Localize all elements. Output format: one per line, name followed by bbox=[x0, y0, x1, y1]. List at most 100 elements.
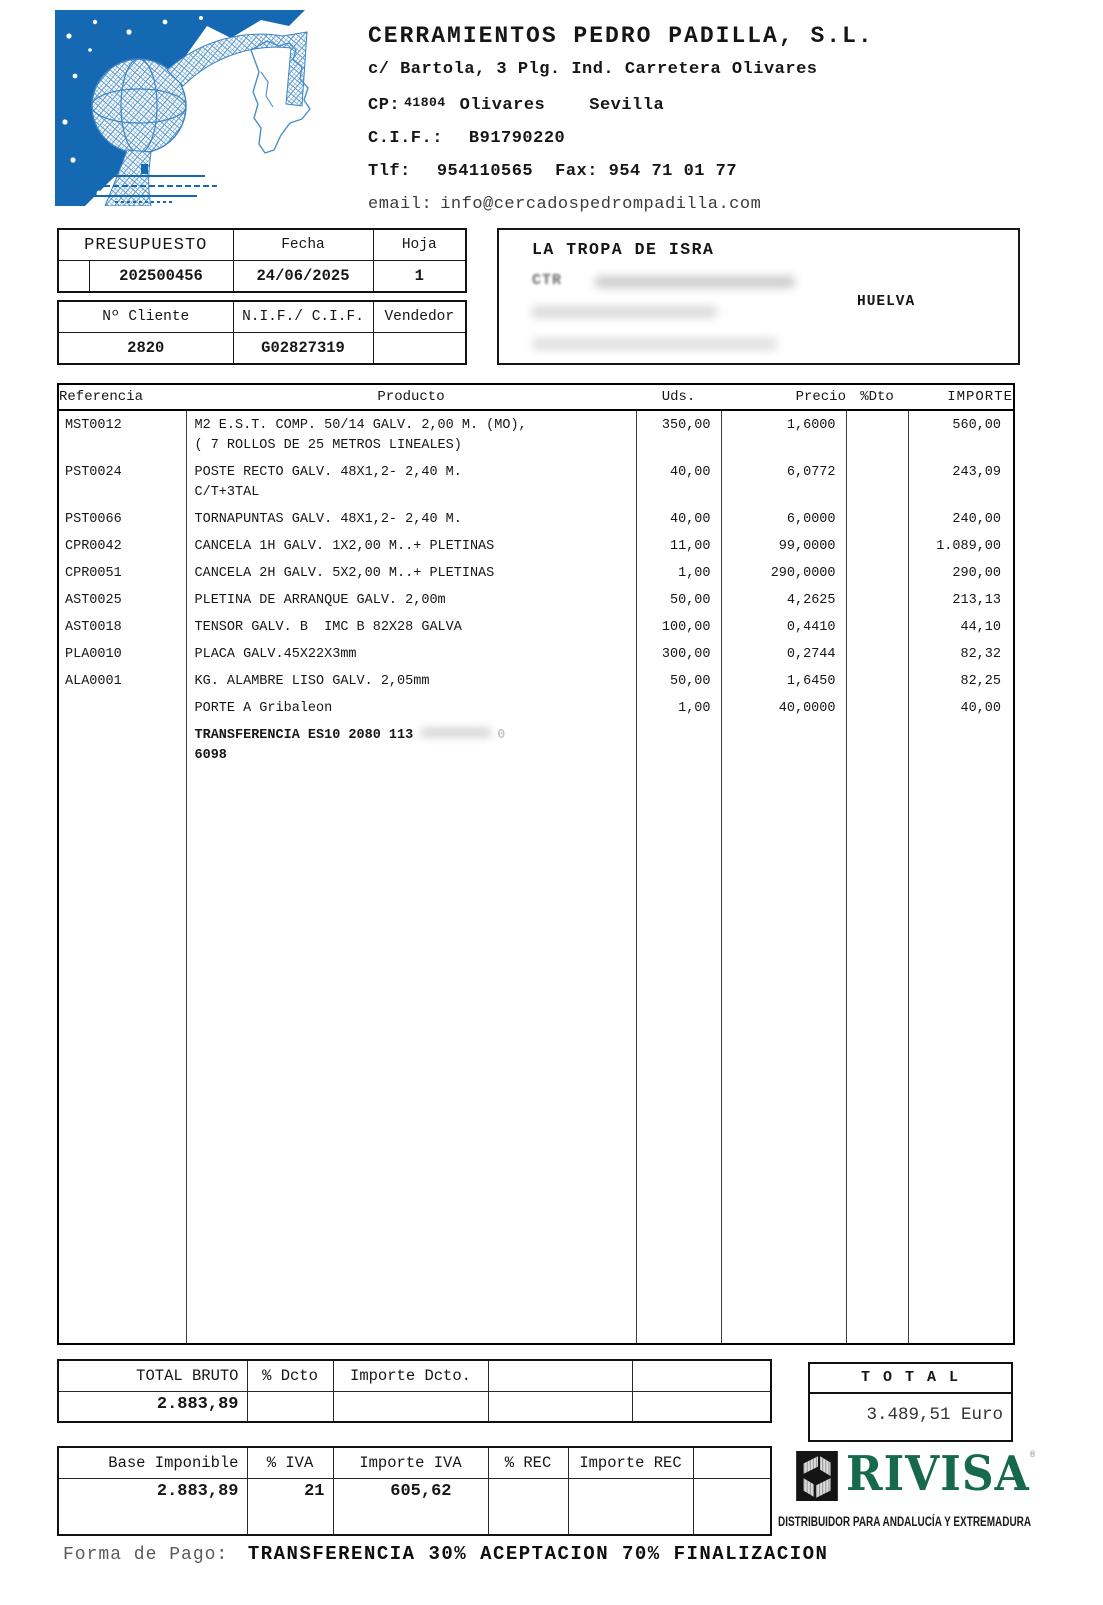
budget-date: 24/06/2025 bbox=[232, 260, 374, 293]
payment-label: Forma de Pago: bbox=[63, 1545, 229, 1565]
phone-value: 954110565 bbox=[436, 162, 534, 181]
item-referencia: MST0012 bbox=[65, 418, 122, 433]
item-dto bbox=[845, 667, 908, 694]
budget-header-box: PRESUPUESTO Fecha Hoja 202500456 24/06/2… bbox=[57, 228, 467, 293]
cp-value: 41804 bbox=[404, 95, 446, 110]
header-uds: Uds. bbox=[636, 384, 721, 411]
item-importe: 290,00 bbox=[907, 559, 1014, 586]
fax-label: Fax: bbox=[555, 162, 598, 181]
total-value: 3.489,51 Euro bbox=[866, 1405, 1003, 1425]
rivisa-wordmark: RIVISA bbox=[846, 1446, 1030, 1502]
empty-filler-row bbox=[58, 780, 1014, 1344]
rivisa-icon bbox=[796, 1451, 838, 1501]
hoja-label: Hoja bbox=[372, 228, 467, 261]
item-uds: 50,00 bbox=[635, 667, 721, 694]
company-province: Sevilla bbox=[589, 96, 665, 115]
vendedor-value bbox=[372, 332, 467, 365]
item-dto bbox=[845, 559, 908, 586]
item-dto bbox=[845, 458, 908, 505]
item-uds: 1,00 bbox=[635, 694, 721, 721]
company-info: CERRAMIENTOS PEDRO PADILLA, S.L. c/ Bart… bbox=[368, 20, 874, 221]
item-producto: PORTE A Gribaleon bbox=[185, 694, 636, 721]
item-dto bbox=[845, 586, 908, 613]
item-producto: TORNAPUNTAS GALV. 48X1,2- 2,40 M. bbox=[185, 505, 636, 532]
email-value: info@cercadospedrompadilla.com bbox=[440, 195, 762, 214]
cliente-number: 2820 bbox=[57, 332, 234, 365]
item-uds: 11,00 bbox=[635, 532, 721, 559]
cp-label: CP: bbox=[368, 96, 401, 115]
base-imponible-table: Base Imponible % IVA Importe IVA % REC I… bbox=[57, 1446, 772, 1536]
header-dto: %Dto bbox=[846, 384, 908, 411]
total-box: T O T A L 3.489,51 Euro bbox=[808, 1362, 1013, 1442]
company-cif-line: C.I.F.: B91790220 bbox=[368, 122, 874, 155]
budget-number: 202500456 bbox=[88, 260, 234, 293]
company-address: c/ Bartola, 3 Plg. Ind. Carretera Olivar… bbox=[368, 60, 818, 79]
company-cp-line: CP: 41804 Olivares Sevilla bbox=[368, 86, 874, 122]
client-header-box: Nº Cliente N.I.F./ C.I.F. Vendedor 2820 … bbox=[57, 300, 467, 365]
item-precio: 1,6450 bbox=[720, 667, 846, 694]
item-precio: 4,2625 bbox=[720, 586, 846, 613]
transfer-note-line1: TRANSFERENCIA ES10 2080 113 0 bbox=[194, 727, 506, 743]
customer-province: HUELVA bbox=[857, 294, 916, 310]
table-row: AST0025 PLETINA DE ARRANQUE GALV. 2,00m … bbox=[58, 586, 1014, 613]
iva-pct-label: % IVA bbox=[246, 1446, 334, 1479]
importe-dcto-label: Importe Dcto. bbox=[332, 1359, 489, 1392]
item-precio: 6,0772 bbox=[720, 458, 846, 505]
item-producto: KG. ALAMBRE LISO GALV. 2,05mm bbox=[185, 667, 636, 694]
items-body: MST0012 M2 E.S.T. COMP. 50/14 GALV. 2,00… bbox=[58, 410, 1014, 721]
item-referencia: CPR0051 bbox=[65, 566, 122, 581]
item-importe: 40,00 bbox=[907, 694, 1014, 721]
item-importe: 1.089,00 bbox=[907, 532, 1014, 559]
importe-iva-label: Importe IVA bbox=[332, 1446, 489, 1479]
item-referencia: ALA0001 bbox=[65, 674, 122, 689]
item-dto bbox=[845, 410, 908, 458]
total-bruto-table: TOTAL BRUTO % Dcto Importe Dcto. 2.883,8… bbox=[57, 1359, 772, 1423]
table-row: ALA0001 KG. ALAMBRE LISO GALV. 2,05mm 50… bbox=[58, 667, 1014, 694]
item-precio: 6,0000 bbox=[720, 505, 846, 532]
transfer-note-row: TRANSFERENCIA ES10 2080 113 0 6098 bbox=[58, 721, 1014, 780]
items-header-row: Referencia Producto Uds. Precio %Dto IMP… bbox=[58, 384, 1014, 411]
item-importe: 213,13 bbox=[907, 586, 1014, 613]
importe-iva-value: 605,62 bbox=[332, 1478, 489, 1536]
pct-dcto-label: % Dcto bbox=[246, 1359, 334, 1392]
company-email-line: email: info@cercadospedrompadilla.com bbox=[368, 188, 874, 221]
item-referencia: PST0066 bbox=[65, 512, 122, 527]
item-importe: 243,09 bbox=[907, 458, 1014, 505]
importe-rec-label: Importe REC bbox=[567, 1446, 694, 1479]
item-dto bbox=[845, 505, 908, 532]
company-phone-line: Tlf: 954110565 Fax: 954 71 01 77 bbox=[368, 155, 874, 188]
item-importe: 82,32 bbox=[907, 640, 1014, 667]
item-importe: 240,00 bbox=[907, 505, 1014, 532]
payment-terms-line: Forma de Pago: TRANSFERENCIA 30% ACEPTAC… bbox=[63, 1543, 828, 1565]
rec-pct-label: % REC bbox=[487, 1446, 569, 1479]
table-row: MST0012 M2 E.S.T. COMP. 50/14 GALV. 2,00… bbox=[58, 410, 1014, 458]
item-importe: 560,00 bbox=[907, 410, 1014, 458]
item-uds: 100,00 bbox=[635, 613, 721, 640]
item-dto bbox=[845, 694, 908, 721]
item-referencia: PLA0010 bbox=[65, 647, 122, 662]
header-importe: IMPORTE bbox=[908, 384, 1014, 411]
email-label: email: bbox=[368, 195, 433, 214]
table-row: PLA0010 PLACA GALV.45X22X3mm 300,00 0,27… bbox=[58, 640, 1014, 667]
table-row: CPR0042 CANCELA 1H GALV. 1X2,00 M..+ PLE… bbox=[58, 532, 1014, 559]
item-producto: TENSOR GALV. B IMC B 82X28 GALVA bbox=[185, 613, 636, 640]
transfer-note-line2: 6098 bbox=[194, 748, 227, 763]
item-precio: 290,0000 bbox=[720, 559, 846, 586]
payment-value: TRANSFERENCIA 30% ACEPTACION 70% FINALIZ… bbox=[247, 1543, 829, 1565]
item-producto: CANCELA 1H GALV. 1X2,00 M..+ PLETINAS bbox=[185, 532, 636, 559]
tlf-label: Tlf: bbox=[368, 162, 411, 181]
total-bruto-value: 2.883,89 bbox=[57, 1391, 248, 1423]
item-importe: 44,10 bbox=[907, 613, 1014, 640]
fax-value: 954 71 01 77 bbox=[608, 162, 738, 181]
items-table: Referencia Producto Uds. Precio %Dto IMP… bbox=[57, 383, 1015, 1345]
item-uds: 50,00 bbox=[635, 586, 721, 613]
item-uds: 1,00 bbox=[635, 559, 721, 586]
item-referencia: AST0018 bbox=[65, 620, 122, 635]
table-row: CPR0051 CANCELA 2H GALV. 5X2,00 M..+ PLE… bbox=[58, 559, 1014, 586]
item-producto: PLACA GALV.45X22X3mm bbox=[185, 640, 636, 667]
item-producto: PLETINA DE ARRANQUE GALV. 2,00m bbox=[185, 586, 636, 613]
nif-label: N.I.F./ C.I.F. bbox=[232, 300, 374, 333]
faint-digit: 0 bbox=[497, 728, 506, 743]
item-referencia: AST0025 bbox=[65, 593, 122, 608]
customer-box: LA TROPA DE ISRA CTR HUELVA bbox=[497, 228, 1020, 365]
